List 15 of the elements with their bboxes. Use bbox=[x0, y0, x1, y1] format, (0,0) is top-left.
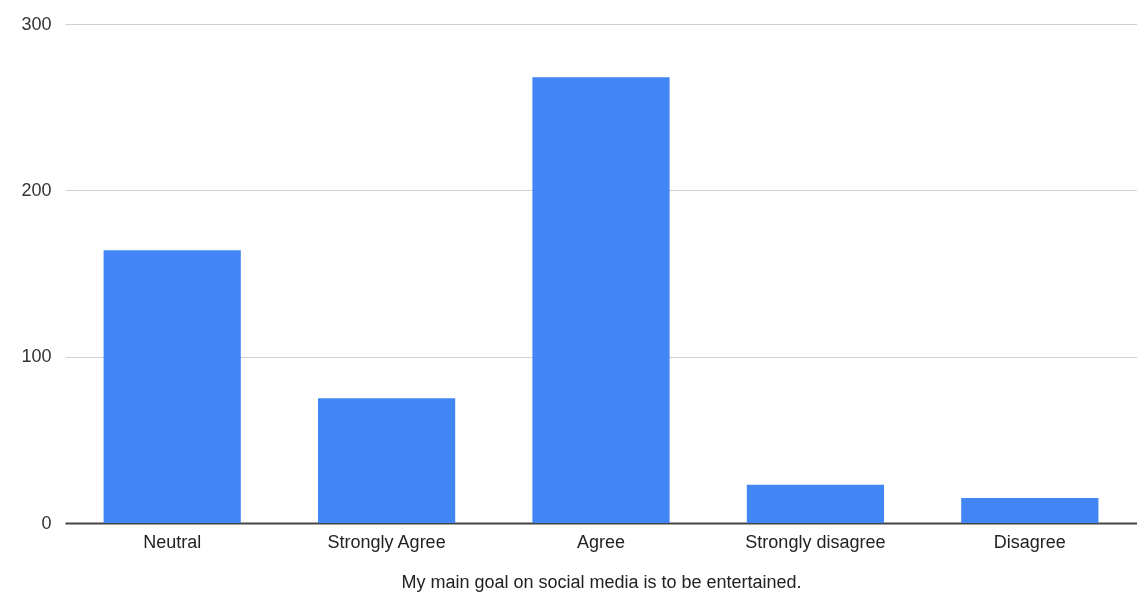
y-tick-label: 300 bbox=[21, 13, 52, 34]
bar bbox=[103, 250, 241, 523]
bar bbox=[317, 398, 456, 523]
x-tick-label: Neutral bbox=[143, 531, 202, 552]
x-tick-label: Strongly Agree bbox=[327, 531, 446, 552]
y-tick-label: 200 bbox=[21, 179, 52, 200]
y-tick-label: 0 bbox=[41, 512, 52, 533]
x-axis-title: My main goal on social media is to be entertained. bbox=[401, 571, 802, 592]
bar bbox=[532, 77, 670, 523]
x-tick-label: Disagree bbox=[993, 531, 1066, 552]
x-tick-label: Agree bbox=[576, 531, 626, 552]
bar bbox=[746, 484, 885, 523]
x-tick-label: Strongly disagree bbox=[745, 531, 886, 552]
bar bbox=[961, 498, 1099, 523]
y-tick-label: 100 bbox=[21, 346, 52, 367]
